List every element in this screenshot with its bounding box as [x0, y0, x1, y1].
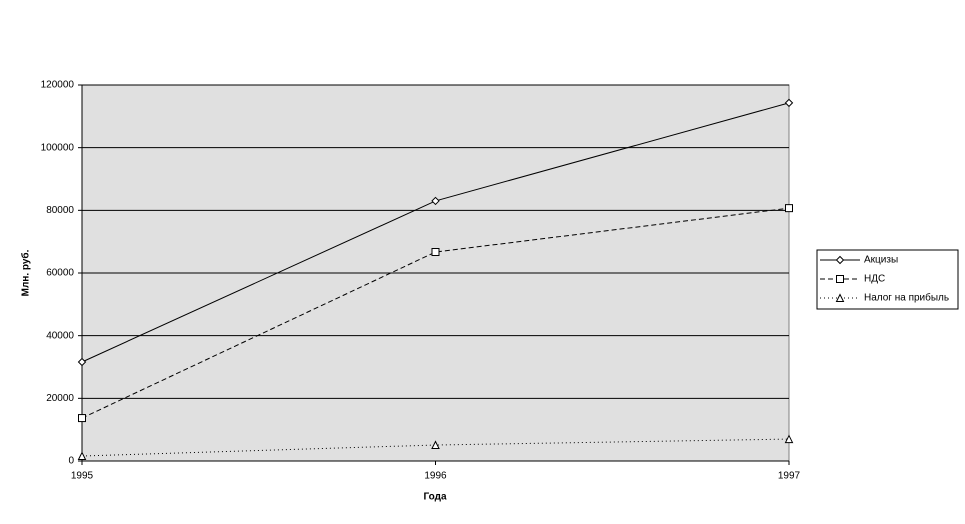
- marker: [431, 440, 440, 450]
- y-tick-label: 60000: [46, 268, 74, 279]
- marker: [785, 204, 793, 213]
- marker: [431, 248, 440, 257]
- marker: [836, 275, 844, 283]
- x-tick-label: 1995: [71, 471, 94, 482]
- y-tick-label: 0: [68, 456, 74, 467]
- marker: [835, 293, 845, 302]
- marker: [784, 98, 794, 108]
- marker: [431, 196, 440, 206]
- y-tick-label: 80000: [46, 205, 74, 216]
- y-tick-label: 20000: [46, 393, 74, 404]
- marker: [784, 434, 794, 444]
- x-tick-label: 1997: [778, 471, 801, 482]
- x-axis-title: Года: [423, 492, 446, 503]
- legend-label: Акцизы: [864, 255, 898, 266]
- marker: [78, 414, 86, 423]
- legend-label: Налог на прибыль: [864, 292, 949, 304]
- y-tick-label: 120000: [41, 80, 75, 91]
- marker: [77, 451, 87, 460]
- marker: [77, 357, 87, 367]
- line: [81, 207, 790, 419]
- y-tick-label: 40000: [46, 330, 74, 341]
- y-axis-title: Млн. руб.: [20, 249, 32, 296]
- x-tick-label: 1996: [424, 471, 447, 482]
- y-tick-label: 100000: [41, 142, 75, 153]
- marker: [835, 255, 845, 265]
- legend-label: НДС: [864, 274, 885, 285]
